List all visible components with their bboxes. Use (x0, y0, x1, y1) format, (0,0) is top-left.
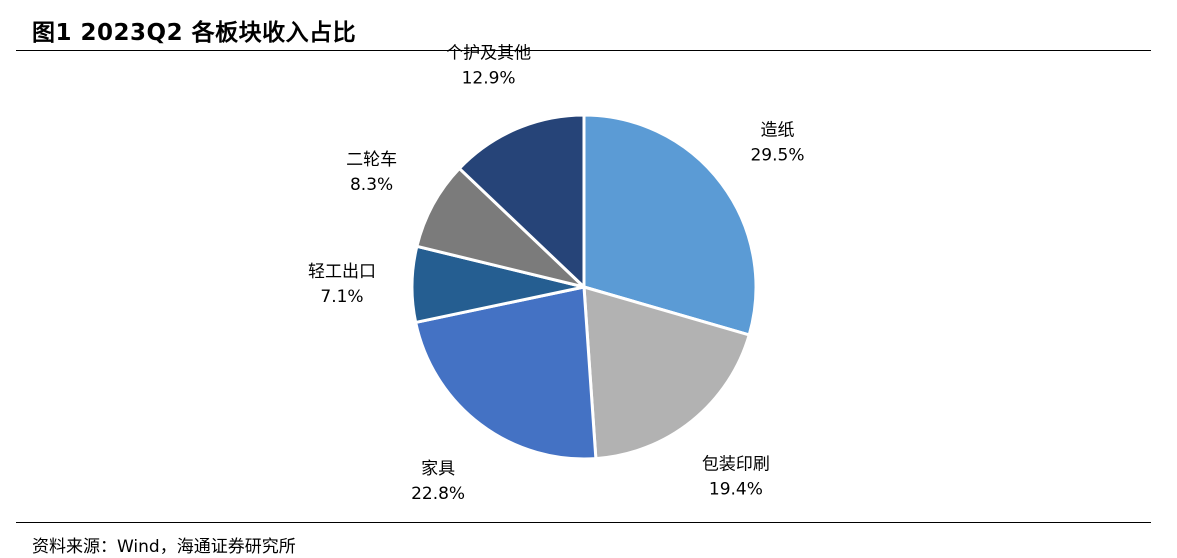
slice-name-label: 个护及其他 (446, 44, 531, 64)
slice-name-label: 家具 (421, 459, 455, 479)
source-note: 资料来源：Wind，海通证券研究所 (32, 537, 296, 557)
slice-value-label: 12.9% (462, 69, 516, 89)
pie-slice (582, 113, 758, 337)
slice-name-label: 轻工出口 (308, 262, 376, 282)
slice-value-label: 7.1% (320, 287, 363, 307)
slice-value-label: 22.8% (411, 484, 465, 504)
slice-name-label: 包装印刷 (702, 454, 770, 474)
slice-value-label: 29.5% (750, 146, 804, 166)
slice-value-label: 19.4% (709, 479, 763, 499)
pie-slice (457, 113, 586, 289)
pie-slice (415, 166, 586, 289)
slice-name-label: 二轮车 (346, 150, 397, 170)
chart-title: 图1 2023Q2 各板块收入占比 (32, 20, 357, 46)
slice-name-label: 造纸 (761, 121, 795, 141)
title-divider (16, 50, 1151, 51)
footer-divider (16, 522, 1151, 523)
pie-slice (582, 285, 751, 461)
pie-slice (414, 285, 598, 461)
slice-value-label: 8.3% (350, 175, 393, 195)
